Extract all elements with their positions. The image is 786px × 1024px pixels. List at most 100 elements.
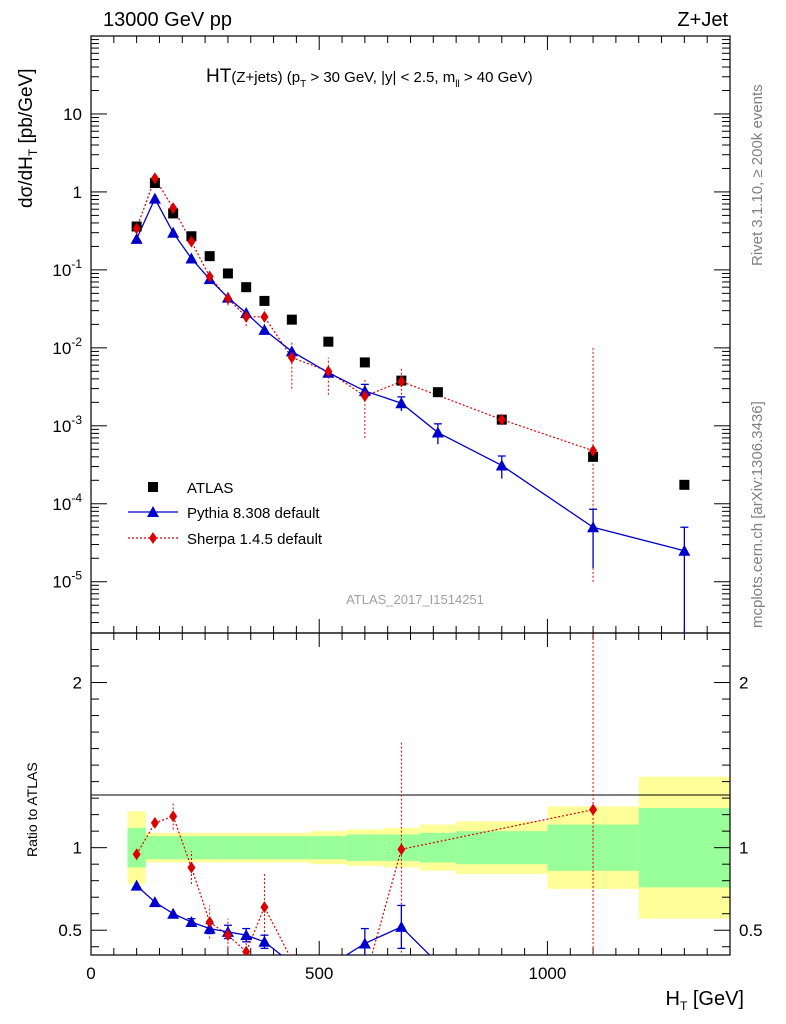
main-y-axis-label-b: [pb/GeV] bbox=[16, 69, 37, 149]
header-process-label: Z+Jet bbox=[677, 9, 728, 31]
ratio-sherpa-point bbox=[132, 848, 141, 861]
pythia-point bbox=[587, 521, 600, 533]
sherpa-point bbox=[324, 365, 333, 378]
y-tick-label-base: 10 bbox=[52, 339, 71, 358]
legend-atlas-marker bbox=[148, 482, 158, 492]
ratio-band-inner bbox=[273, 836, 311, 860]
ratio-pythia-point bbox=[358, 937, 371, 949]
legend-sherpa-label: Sherpa 1.4.5 default bbox=[187, 531, 323, 548]
ratio-band-inner bbox=[182, 836, 201, 860]
ratio-y-axis-label: Ratio to ATLAS bbox=[24, 762, 40, 857]
pythia-point bbox=[258, 323, 271, 335]
sherpa-point bbox=[397, 375, 406, 388]
sherpa-point bbox=[360, 390, 369, 403]
atlas-point bbox=[679, 479, 690, 490]
ratio-band-inner bbox=[310, 836, 347, 860]
sherpa-point bbox=[242, 310, 251, 323]
ratio-band-inner bbox=[218, 836, 238, 860]
y-tick-label-exponent: -1 bbox=[71, 257, 82, 271]
ratio-band-inner bbox=[255, 836, 274, 860]
main-plot-data bbox=[130, 172, 691, 633]
ratio-band-inner bbox=[200, 836, 219, 860]
ratio-pythia-point bbox=[286, 957, 298, 968]
ratio-y-tick-label-left: 0.5 bbox=[58, 921, 82, 940]
analysis-id-label: ATLAS_2017_I1514251 bbox=[346, 592, 484, 607]
legend-pythia-label: Pythia 8.308 default bbox=[187, 505, 320, 522]
main-y-axis-label: dσ/dHT [pb/GeV] bbox=[16, 69, 40, 209]
x-tick-label: 0 bbox=[86, 964, 95, 983]
ratio-y-tick-label-right: 0.5 bbox=[739, 921, 763, 940]
y-tick-label-exponent: -5 bbox=[71, 569, 82, 583]
pythia-line bbox=[136, 197, 685, 552]
x-axis-label-b: [GeV] bbox=[687, 988, 744, 1010]
sherpa-point bbox=[169, 202, 178, 215]
atlas-point bbox=[222, 268, 233, 279]
sherpa-line bbox=[136, 176, 594, 452]
y-tick-label: 10-4 bbox=[52, 491, 82, 514]
y-tick-label-exponent: -4 bbox=[71, 491, 82, 505]
sherpa-point bbox=[287, 351, 296, 364]
plot-title-paren: (Z+jets) bbox=[231, 69, 282, 86]
ratio-y-tick-label-left: 1 bbox=[73, 839, 82, 858]
plot-title-cuts-a: (p bbox=[283, 69, 301, 86]
pythia-point bbox=[395, 397, 408, 409]
y-tick-label-exponent: -2 bbox=[71, 335, 82, 349]
atlas-point bbox=[241, 282, 252, 293]
atlas-point bbox=[359, 357, 370, 368]
pythia-point bbox=[148, 192, 161, 204]
ratio-sherpa-point bbox=[291, 953, 293, 955]
plot-title: HT(Z+jets) (pT > 30 GeV, |y| < 2.5, mll … bbox=[206, 66, 533, 90]
plot-title-cuts-a-sub: T bbox=[300, 79, 306, 90]
atlas-point bbox=[204, 251, 215, 262]
ratio-sherpa-point bbox=[397, 843, 406, 856]
atlas-point bbox=[432, 387, 443, 398]
sherpa-point bbox=[223, 292, 232, 305]
ratio-band-inner bbox=[346, 834, 384, 861]
sherpa-point bbox=[150, 172, 159, 185]
ratio-plot-frame bbox=[90, 632, 731, 956]
legend: ATLAS Pythia 8.308 default Sherpa 1.4.5 … bbox=[128, 480, 323, 548]
ratio-band-inner bbox=[237, 836, 256, 860]
sherpa-point bbox=[132, 222, 141, 235]
x-axis-label-a: H bbox=[666, 988, 680, 1010]
legend-atlas-label: ATLAS bbox=[187, 480, 233, 497]
ratio-pythia-point bbox=[167, 907, 180, 919]
y-tick-label: 10 bbox=[63, 105, 82, 124]
ratio-uncertainty-bands bbox=[127, 776, 730, 919]
ratio-sherpa-point bbox=[187, 861, 196, 874]
ratio-pythia-point bbox=[258, 935, 271, 947]
ratio-sherpa-point bbox=[150, 816, 159, 829]
plot-title-main: HT bbox=[206, 66, 232, 87]
ratio-pythia-point bbox=[395, 920, 408, 932]
plot-title-cuts-b-sub: ll bbox=[455, 79, 459, 90]
pythia-point bbox=[431, 426, 444, 438]
sherpa-point bbox=[260, 310, 269, 323]
ratio-band-inner bbox=[164, 836, 183, 860]
y-tick-label-exponent: -3 bbox=[71, 413, 82, 427]
ratio-pythia-point bbox=[240, 929, 253, 941]
ratio-pythia-point bbox=[185, 915, 198, 927]
legend-sherpa-marker bbox=[149, 532, 157, 544]
pythia-point bbox=[130, 232, 143, 244]
ratio-band-inner bbox=[145, 836, 165, 860]
ratio-sherpa-point bbox=[169, 810, 178, 823]
ratio-y-tick-label-right: 2 bbox=[739, 674, 748, 693]
x-axis-label: HT [GeV] bbox=[666, 988, 745, 1013]
x-axis-label-sub: T bbox=[680, 999, 688, 1013]
y-tick-label: 10-5 bbox=[52, 569, 82, 592]
plot-title-cuts-b: > 30 GeV, |y| < 2.5, m bbox=[306, 69, 455, 86]
x-tick-label: 500 bbox=[305, 964, 333, 983]
sherpa-point bbox=[589, 444, 598, 457]
x-tick-label: 1000 bbox=[529, 964, 567, 983]
y-tick-label: 10-3 bbox=[52, 413, 82, 436]
ratio-sherpa-point bbox=[242, 945, 251, 955]
side-rivet-label: Rivet 3.1.10, ≥ 200k events bbox=[749, 84, 766, 266]
ratio-sherpa-point bbox=[260, 901, 269, 914]
sherpa-point bbox=[187, 235, 196, 248]
sherpa-point bbox=[205, 270, 214, 283]
ratio-sherpa-point bbox=[589, 803, 598, 816]
y-tick-label: 1 bbox=[73, 183, 82, 202]
legend-pythia-marker bbox=[147, 506, 159, 517]
ratio-sherpa-point bbox=[205, 915, 214, 928]
